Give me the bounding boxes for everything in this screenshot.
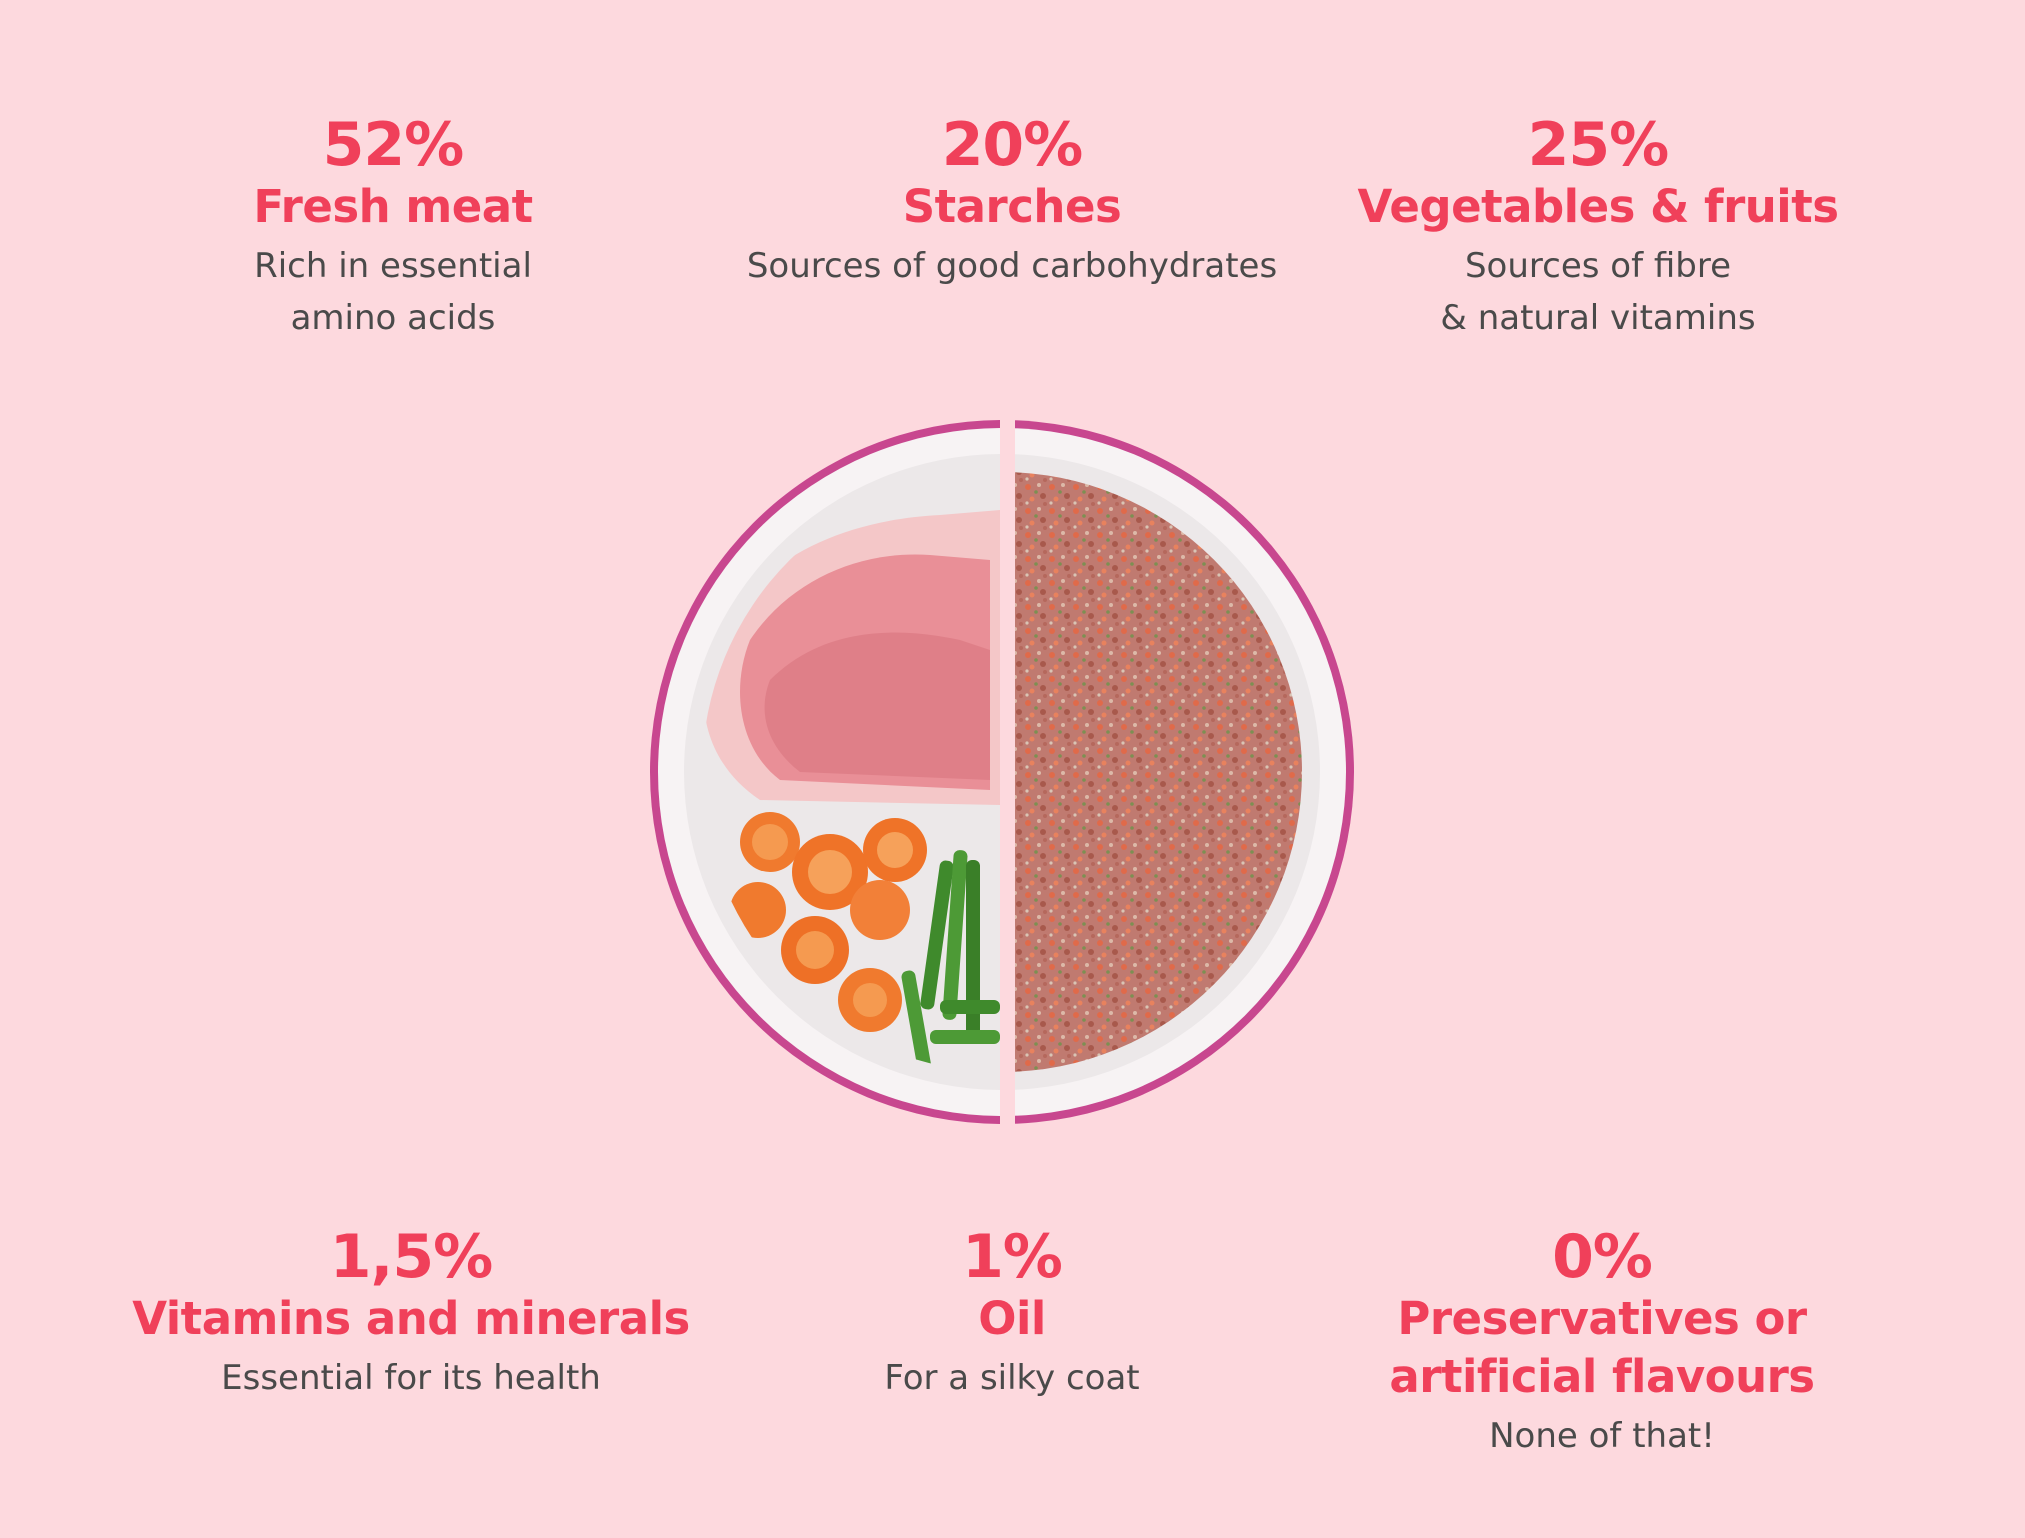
food-bowl-illustration xyxy=(640,410,1365,1135)
vitamins-desc: Essential for its health xyxy=(132,1352,690,1404)
nutrient-starches: 20% Starches Sources of good carbohydrat… xyxy=(747,112,1277,292)
nutrient-oil: 1% Oil For a silky coat xyxy=(884,1224,1139,1404)
nutrient-fresh-meat: 52% Fresh meat Rich in essential amino a… xyxy=(253,110,533,344)
preservatives-title-line-2: artificial flavours xyxy=(1389,1350,1815,1403)
vegetables-desc-line-1: Sources of fibre xyxy=(1464,246,1732,286)
fresh-meat-desc-line-1: Rich in essential xyxy=(254,246,532,286)
fresh-meat-desc-line-2: amino acids xyxy=(290,298,496,338)
fresh-meat-percent: 52% xyxy=(322,110,465,180)
fresh-meat-title: Fresh meat xyxy=(253,180,533,233)
oil-desc: For a silky coat xyxy=(884,1352,1139,1404)
starches-desc-line-1: Sources of good carbohydrates xyxy=(746,246,1278,286)
vegetables-percent: 25% xyxy=(1527,110,1670,180)
starches-desc: Sources of good carbohydrates xyxy=(747,240,1277,292)
preservatives-title-line-1: Preservatives or xyxy=(1397,1292,1807,1345)
starches-percent: 20% xyxy=(941,110,1084,180)
food-bowl-icon xyxy=(650,410,1354,1135)
vitamins-desc-line-1: Essential for its health xyxy=(221,1358,601,1398)
nutrient-preservatives: 0% Preservatives or artificial flavours … xyxy=(1389,1222,1815,1462)
preservatives-desc: None of that! xyxy=(1389,1410,1814,1462)
vitamins-percent: 1,5% xyxy=(329,1222,493,1292)
oil-title: Oil xyxy=(978,1292,1046,1345)
preservatives-desc-line-1: None of that! xyxy=(1489,1416,1715,1456)
oil-desc-line-1: For a silky coat xyxy=(884,1358,1140,1398)
vitamins-title: Vitamins and minerals xyxy=(132,1292,690,1345)
nutrient-vitamins-minerals: 1,5% Vitamins and minerals Essential for… xyxy=(132,1224,690,1404)
oil-percent: 1% xyxy=(962,1222,1063,1292)
vegetables-desc: Sources of fibre & natural vitamins xyxy=(1357,240,1838,344)
nutrient-vegetables-fruits: 25% Vegetables & fruits Sources of fibre… xyxy=(1357,110,1839,344)
vegetables-title: Vegetables & fruits xyxy=(1357,180,1839,233)
fresh-meat-desc: Rich in essential amino acids xyxy=(253,240,532,344)
preservatives-percent: 0% xyxy=(1552,1222,1653,1292)
vegetables-desc-line-2: & natural vitamins xyxy=(1440,298,1756,338)
starches-title: Starches xyxy=(902,180,1122,233)
